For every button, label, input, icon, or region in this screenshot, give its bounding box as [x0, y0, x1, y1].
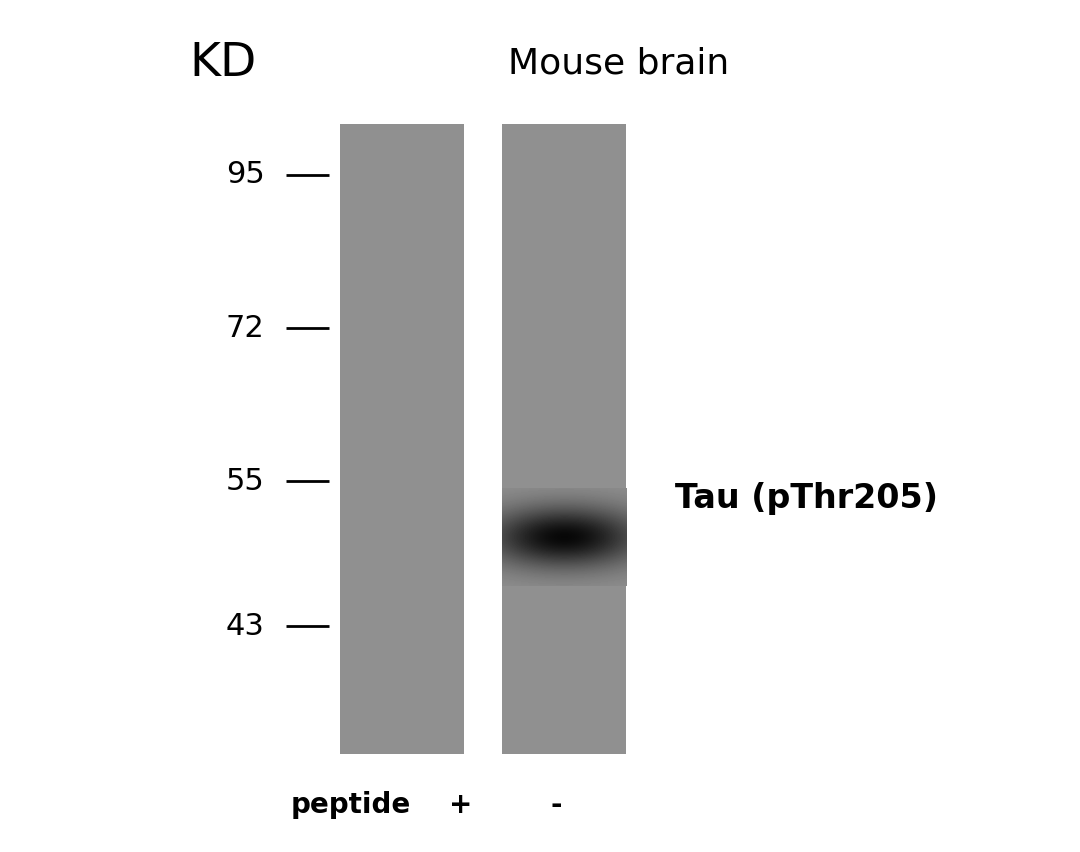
Text: -: -	[551, 792, 562, 819]
Text: Tau (pThr205): Tau (pThr205)	[675, 482, 939, 515]
Bar	[502, 124, 626, 754]
Bar	[340, 124, 464, 754]
Text: 72: 72	[226, 314, 265, 343]
Text: Mouse brain: Mouse brain	[508, 47, 729, 81]
Text: +: +	[449, 792, 473, 819]
Text: KD: KD	[189, 42, 256, 86]
Text: 55: 55	[226, 467, 265, 496]
Text: 95: 95	[226, 160, 265, 189]
Text: peptide: peptide	[291, 792, 411, 819]
Text: 43: 43	[226, 612, 265, 641]
